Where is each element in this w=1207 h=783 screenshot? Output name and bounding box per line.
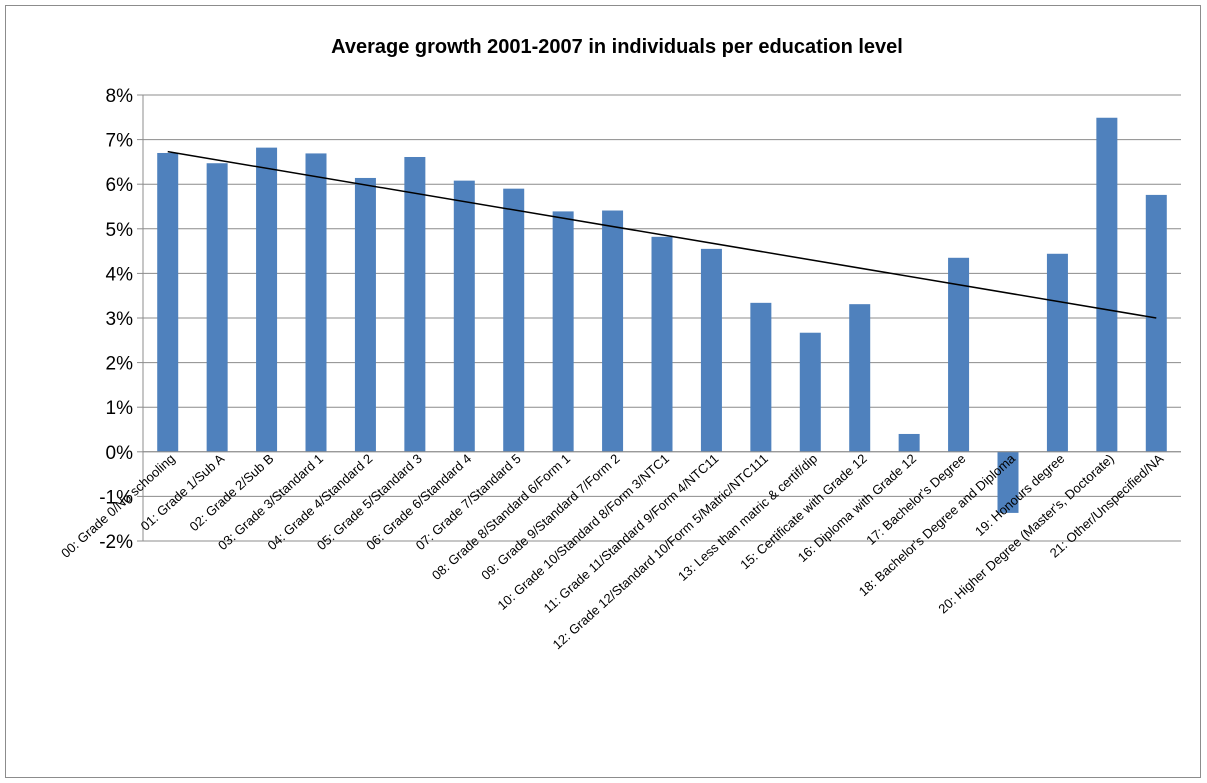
- x-tick-label: 10: Grade 10/Standard 8/Form 3/NTC1: [494, 451, 672, 613]
- bar: [700, 248, 722, 452]
- bar: [602, 210, 624, 452]
- bar: [256, 147, 278, 452]
- y-tick-label: 0%: [106, 443, 134, 464]
- y-tick-label: 7%: [106, 131, 134, 152]
- bar: [552, 211, 574, 452]
- bar: [1145, 194, 1167, 452]
- chart-frame: Average growth 2001-2007 in individuals …: [5, 5, 1201, 778]
- axes: [142, 95, 1181, 541]
- x-tick-label: 01: Grade 1/Sub A: [138, 451, 228, 534]
- bar: [157, 152, 179, 452]
- bar: [750, 302, 772, 452]
- bar: [898, 433, 920, 452]
- bar-chart: Average growth 2001-2007 in individuals …: [58, 36, 1181, 652]
- y-axis-ticks: -2% -1% 0% 1% 2% 3% 4% 5% 6% 7% 8%: [99, 86, 143, 553]
- y-tick-label: 3%: [106, 309, 134, 330]
- bar: [799, 332, 821, 452]
- bar: [503, 188, 525, 452]
- bar: [997, 451, 1019, 513]
- x-tick-label: 11: Grade 11/Standard 9/Form 4/NTC11: [541, 451, 722, 616]
- x-tick-label: 20: Higher Degree (Master's, Doctorate): [935, 451, 1117, 617]
- trendline: [167, 150, 1157, 319]
- bar: [849, 304, 871, 452]
- bar: [354, 177, 376, 452]
- y-tick-label: 8%: [106, 86, 134, 107]
- y-tick-label: -1%: [99, 487, 133, 508]
- trendline-group: [167, 150, 1157, 319]
- y-tick-label: 5%: [106, 220, 134, 241]
- bar: [453, 180, 475, 452]
- bar: [651, 236, 673, 452]
- x-tick-label: 02: Grade 2/Sub B: [187, 451, 277, 534]
- x-tick-label: 19: Honours degree: [972, 451, 1067, 539]
- y-tick-label: 2%: [106, 354, 134, 375]
- y-tick-label: -2%: [99, 532, 133, 553]
- bar: [1046, 253, 1068, 452]
- y-tick-label: 6%: [106, 175, 134, 196]
- bars: [157, 117, 1167, 513]
- bar: [404, 156, 426, 452]
- y-tick-label: 1%: [106, 398, 134, 419]
- bar: [206, 163, 228, 452]
- y-tick-label: 4%: [106, 264, 134, 285]
- bar: [948, 257, 970, 452]
- chart-title: Average growth 2001-2007 in individuals …: [331, 36, 903, 58]
- bar: [1096, 117, 1118, 452]
- bar: [305, 153, 327, 452]
